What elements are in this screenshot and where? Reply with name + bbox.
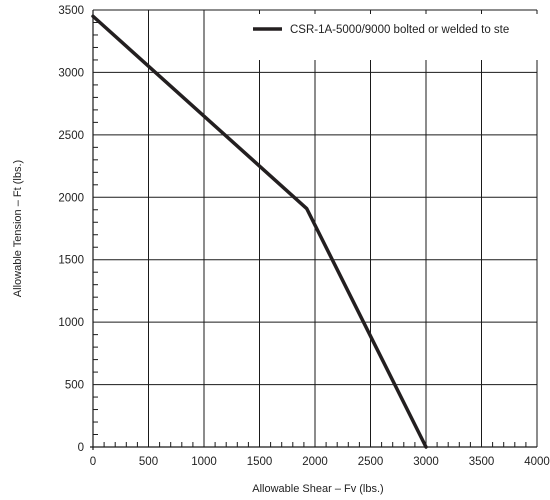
x-tick-label: 4000	[524, 456, 550, 468]
x-tick-label: 3500	[469, 456, 495, 468]
x-tick-label: 2500	[358, 456, 384, 468]
y-tick-label: 2000	[58, 192, 84, 204]
x-tick-label: 1500	[247, 456, 273, 468]
x-tick-label: 0	[90, 456, 96, 468]
x-axis-title: Allowable Shear – Fv (lbs.)	[252, 483, 383, 495]
y-tick-label: 500	[65, 380, 84, 392]
legend-label: CSR-1A-5000/9000 bolted or welded to ste	[290, 24, 509, 36]
y-tick-label: 2500	[58, 130, 84, 142]
legend-background	[240, 14, 550, 60]
axes	[90, 10, 537, 450]
minor-ticks	[93, 21, 527, 447]
series-line	[91, 14, 428, 449]
x-tick-label: 1000	[191, 456, 217, 468]
series	[91, 14, 428, 449]
y-tick-label: 3000	[58, 67, 84, 79]
x-tick-label: 2000	[302, 456, 328, 468]
y-tick-label: 3500	[58, 5, 84, 17]
y-axis-title: Allowable Tension – Ft (lbs.)	[12, 160, 24, 297]
y-tick-label: 1500	[58, 255, 84, 267]
legend: CSR-1A-5000/9000 bolted or welded to ste	[240, 14, 550, 60]
y-tick-label: 0	[78, 442, 84, 454]
x-tick-label: 3000	[413, 456, 439, 468]
x-tick-label: 500	[139, 456, 158, 468]
grid	[93, 9, 538, 447]
tick-labels: 0 500 1000 1500 2000 2500 3000 3500 4000 0 500 1000…	[58, 5, 549, 468]
y-tick-label: 1000	[58, 317, 84, 329]
